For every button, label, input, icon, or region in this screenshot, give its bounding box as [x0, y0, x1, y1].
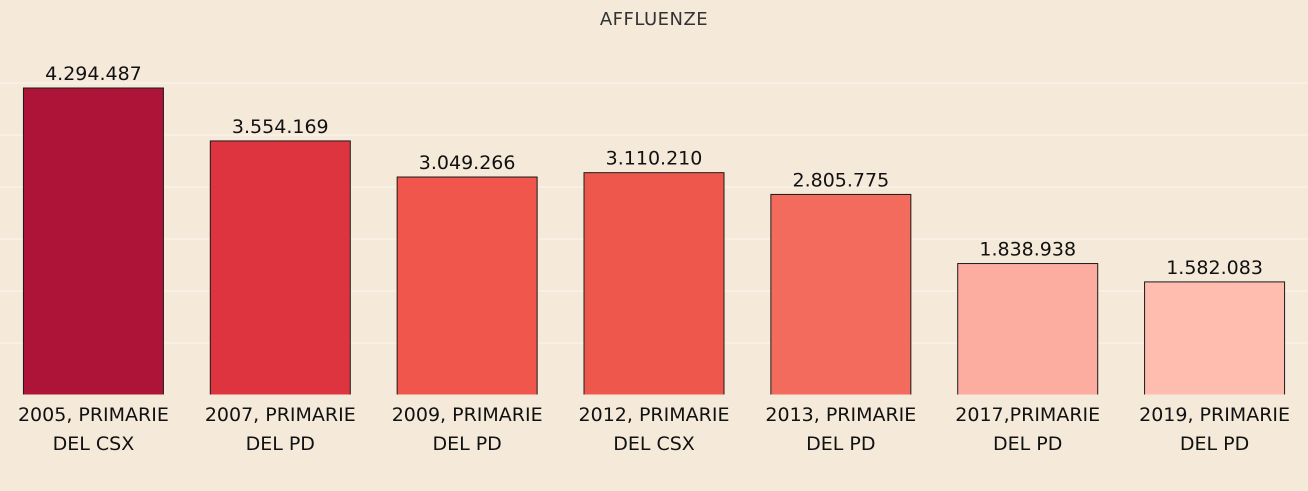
category-label: DEL PD	[432, 433, 501, 455]
category-label: DEL PD	[806, 433, 875, 455]
value-label: 1.838.938	[979, 239, 1076, 261]
value-label: 1.582.083	[1166, 257, 1263, 279]
bar	[583, 172, 725, 396]
value-label: 3.049.266	[419, 152, 516, 174]
category-label: 2013, PRIMARIE	[765, 404, 916, 426]
value-labels: 4.294.487 3.554.169 3.049.266 3.110.210 2.80…	[45, 63, 1263, 279]
category-label: 2009, PRIMARIE	[392, 404, 543, 426]
bars	[22, 87, 1286, 396]
category-label: 2019, PRIMARIE	[1139, 404, 1290, 426]
bar	[209, 140, 351, 396]
category-label: DEL CSX	[53, 433, 135, 455]
category-label: 2007, PRIMARIE	[205, 404, 356, 426]
category-label: 2005, PRIMARIE	[18, 404, 169, 426]
bar	[770, 193, 912, 396]
category-labels: 2005, PRIMARIE DEL CSX 2007, PRIMARIE DEL P…	[18, 404, 1290, 455]
bar	[957, 263, 1099, 396]
category-label: DEL PD	[246, 433, 315, 455]
bar	[396, 176, 538, 396]
value-label: 4.294.487	[45, 63, 142, 85]
category-label: DEL PD	[993, 433, 1062, 455]
category-label: DEL PD	[1180, 433, 1249, 455]
value-label: 3.554.169	[232, 116, 329, 138]
bar	[1144, 281, 1286, 396]
bar	[22, 87, 164, 396]
category-label: 2017,PRIMARIE	[955, 404, 1100, 426]
category-label: 2012, PRIMARIE	[579, 404, 730, 426]
value-label: 2.805.775	[793, 169, 890, 191]
category-label: DEL CSX	[613, 433, 695, 455]
value-label: 3.110.210	[606, 148, 703, 170]
chart-title: AFFLUENZE	[599, 9, 709, 30]
